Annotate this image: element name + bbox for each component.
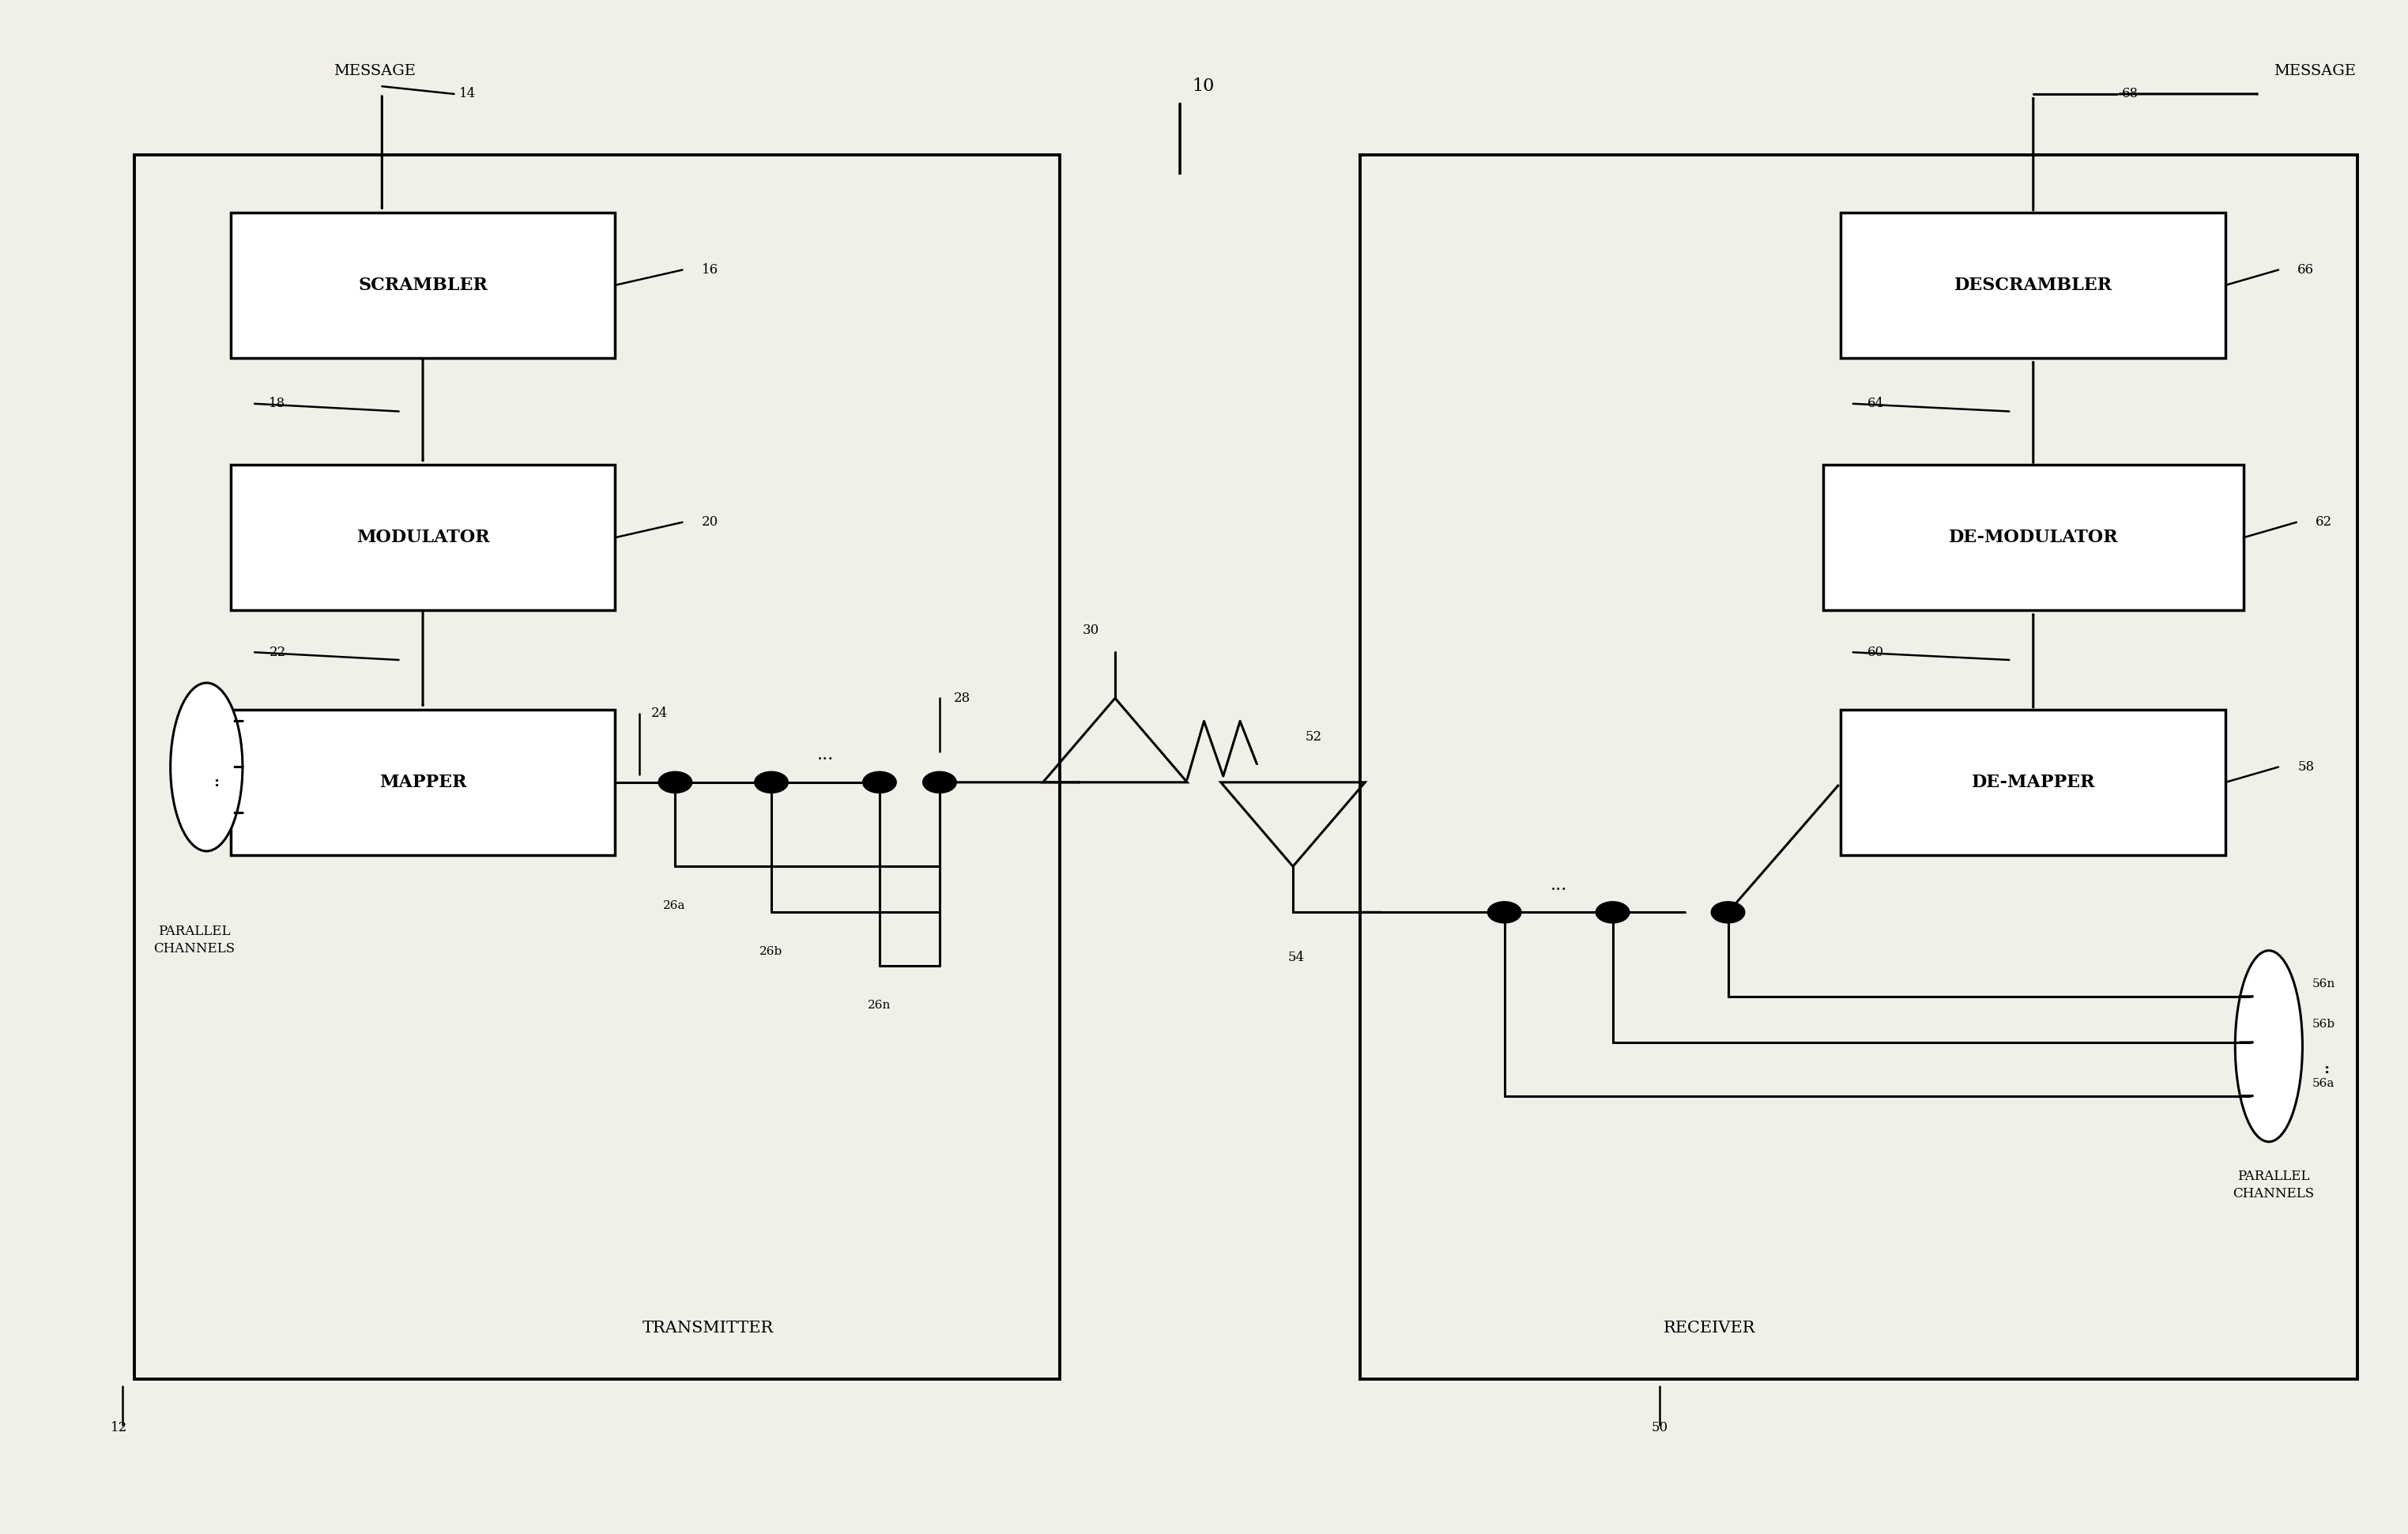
Text: 20: 20 [701, 515, 718, 529]
Bar [1842, 710, 2225, 854]
Ellipse shape [2235, 951, 2302, 1141]
Text: 22: 22 [270, 646, 287, 660]
Text: 56a: 56a [2312, 1078, 2333, 1089]
Text: DE-MODULATOR: DE-MODULATOR [1948, 529, 2119, 546]
Text: :: : [214, 775, 219, 790]
Bar [231, 213, 614, 357]
Text: 10: 10 [1192, 78, 1214, 95]
Text: 66: 66 [2297, 264, 2314, 276]
Text: 30: 30 [1084, 623, 1100, 637]
Text: MAPPER: MAPPER [378, 773, 467, 792]
Text: DE-MAPPER: DE-MAPPER [1972, 773, 2095, 792]
Text: PARALLEL
CHANNELS: PARALLEL CHANNELS [2232, 1169, 2314, 1200]
Text: 68: 68 [2121, 87, 2138, 101]
Text: 26a: 26a [662, 900, 686, 911]
Bar [1361, 155, 2357, 1379]
Circle shape [657, 772, 691, 793]
Text: :: : [2324, 1062, 2329, 1077]
Text: 56n: 56n [2312, 979, 2336, 989]
Circle shape [754, 772, 787, 793]
Text: ...: ... [816, 746, 833, 764]
Text: DESCRAMBLER: DESCRAMBLER [1955, 276, 2112, 295]
Text: 16: 16 [701, 264, 718, 276]
Text: 52: 52 [1305, 730, 1322, 744]
Circle shape [1488, 902, 1522, 923]
Circle shape [1597, 902, 1630, 923]
Text: MESSAGE: MESSAGE [335, 64, 417, 78]
Text: TRANSMITTER: TRANSMITTER [643, 1321, 773, 1336]
Bar [231, 465, 614, 611]
Text: 14: 14 [460, 87, 477, 101]
Text: ...: ... [1551, 876, 1568, 893]
Circle shape [1712, 902, 1746, 923]
Bar [1842, 213, 2225, 357]
Text: 26n: 26n [867, 1000, 891, 1011]
Text: 24: 24 [650, 707, 667, 719]
Bar [1823, 465, 2244, 611]
Text: SCRAMBLER: SCRAMBLER [359, 276, 486, 295]
Text: 18: 18 [270, 397, 287, 411]
Text: MODULATOR: MODULATOR [356, 529, 489, 546]
Text: RECEIVER: RECEIVER [1664, 1321, 1755, 1336]
Text: 26b: 26b [759, 946, 783, 957]
Circle shape [862, 772, 896, 793]
Text: 54: 54 [1288, 951, 1305, 963]
Text: 58: 58 [2297, 761, 2314, 773]
Text: 62: 62 [2316, 515, 2333, 529]
Text: 50: 50 [1652, 1420, 1669, 1434]
Text: 56b: 56b [2312, 1019, 2336, 1029]
Text: PARALLEL
CHANNELS: PARALLEL CHANNELS [154, 925, 236, 956]
Text: 60: 60 [1866, 646, 1883, 660]
Ellipse shape [171, 683, 243, 851]
Bar [135, 155, 1060, 1379]
Text: 64: 64 [1866, 397, 1883, 411]
Text: MESSAGE: MESSAGE [2273, 64, 2355, 78]
Bar [231, 710, 614, 854]
Circle shape [922, 772, 956, 793]
Text: 28: 28 [954, 692, 970, 706]
Text: 12: 12 [111, 1420, 128, 1434]
